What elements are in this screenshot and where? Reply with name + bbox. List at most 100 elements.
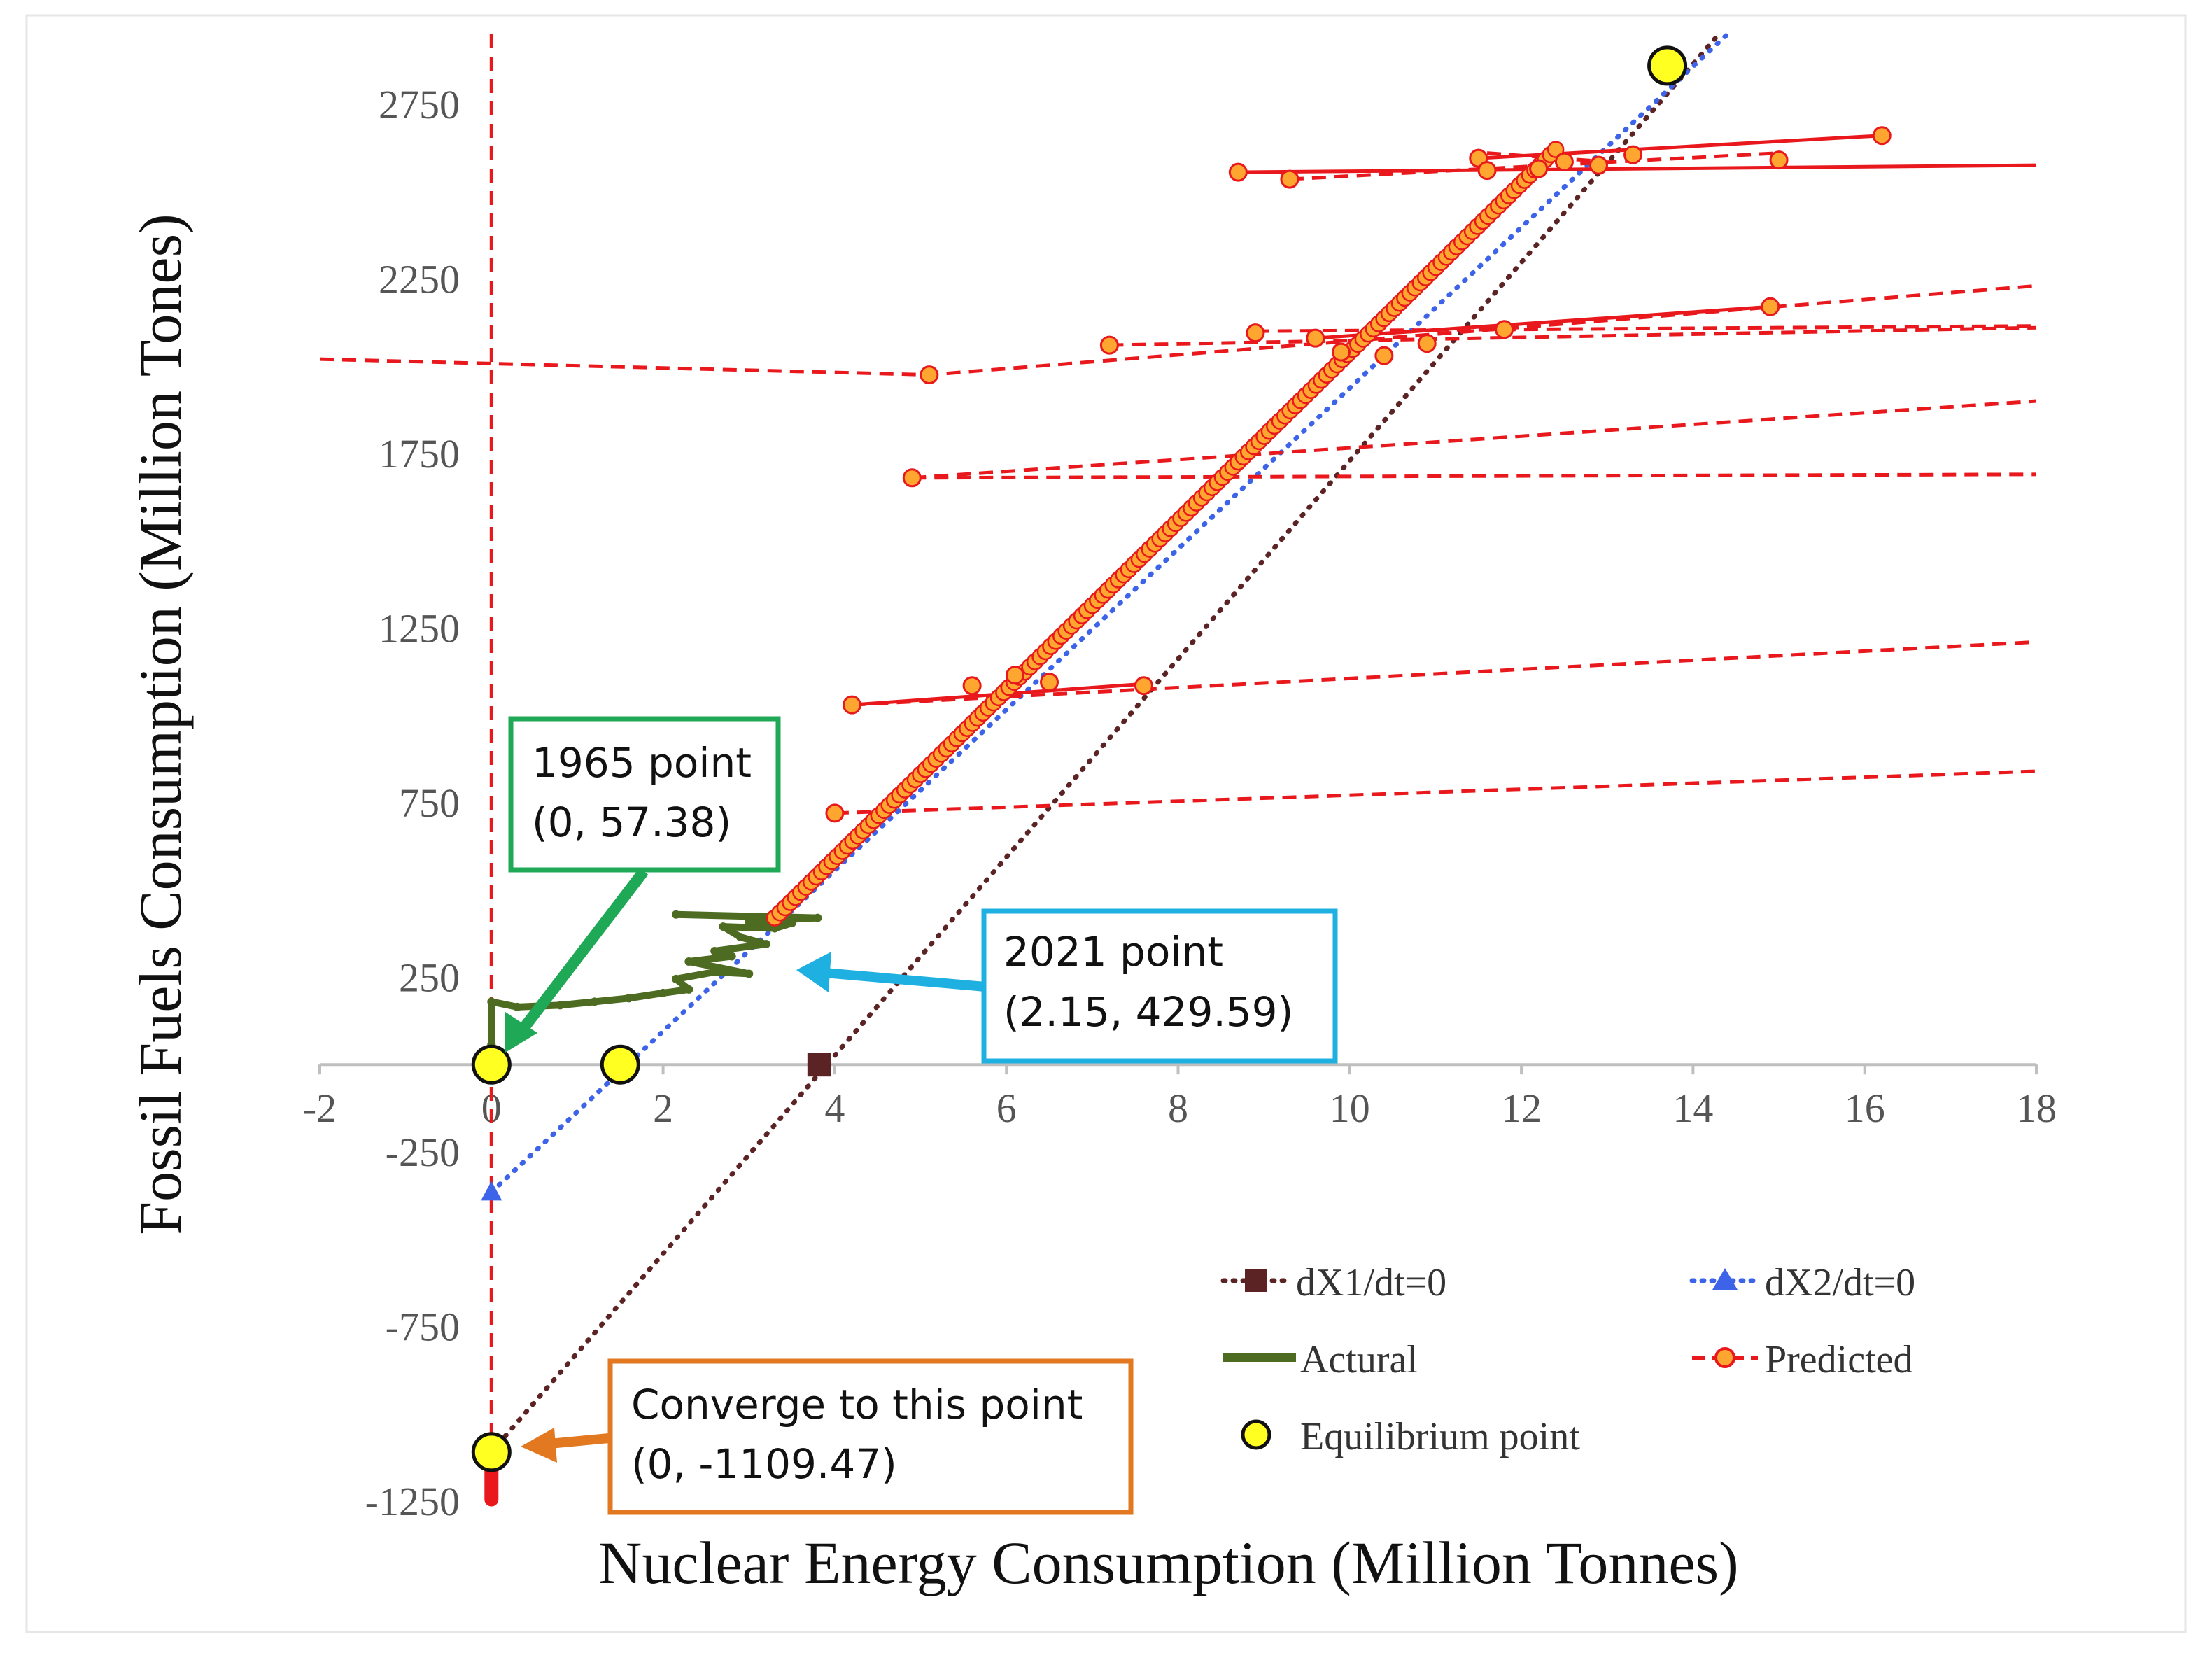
legend-label-dx2: dX2/dt=0 xyxy=(1765,1261,1915,1304)
predicted-point xyxy=(1477,161,1497,181)
legend-item-equilibrium: Equilibrium point xyxy=(1241,1415,1580,1458)
x-tick-label: 8 xyxy=(1168,1085,1188,1131)
actual-point xyxy=(770,924,780,933)
equilibrium-point xyxy=(471,1044,512,1085)
predicted-point xyxy=(962,676,982,696)
legend-label-predicted: Predicted xyxy=(1765,1338,1912,1381)
predicted-dashed-line xyxy=(912,399,2037,480)
legend-circle-marker xyxy=(1714,1347,1735,1368)
predicted-point xyxy=(1332,342,1351,362)
x-tick-label: 14 xyxy=(1672,1085,1713,1131)
predicted-point xyxy=(1246,323,1265,343)
predicted-point xyxy=(1623,145,1643,164)
legend-label-dx1: dX1/dt=0 xyxy=(1296,1261,1446,1304)
predicted-trend-point xyxy=(1547,141,1565,158)
legend: dX1/dt=0 dX2/dt=0 Actural Predicted Equi… xyxy=(1220,1261,1915,1458)
x-tick-label: 6 xyxy=(996,1085,1017,1131)
equilibrium-point xyxy=(1647,45,1688,86)
actual-point xyxy=(684,957,693,966)
predicted-point xyxy=(1554,152,1574,171)
y-tick-label: 1750 xyxy=(379,431,460,477)
predicted-point xyxy=(1228,162,1248,182)
predicted-dashed-line xyxy=(1109,325,2037,347)
dx2-triangle-marker xyxy=(481,1181,502,1201)
legend-item-predicted: Predicted xyxy=(1692,1338,1912,1381)
callout-2021: 2021 point (2.15, 429.59) xyxy=(796,908,1338,1064)
x-tick-label: 10 xyxy=(1330,1085,1370,1131)
y-tick-label: 2250 xyxy=(379,256,460,302)
y-tick-label: 250 xyxy=(399,955,460,1000)
dx1-square-marker xyxy=(807,1053,831,1077)
legend-item-actual: Actural xyxy=(1223,1338,1418,1381)
actual-point xyxy=(710,947,719,955)
callout-converge-value: (0, -1109.47) xyxy=(631,1440,897,1488)
equilibrium-point xyxy=(471,1432,512,1472)
predicted-point xyxy=(1417,334,1437,353)
legend-label-actual: Actural xyxy=(1300,1338,1418,1381)
dx2-nullcline xyxy=(488,31,1730,1195)
actual-point xyxy=(684,985,693,994)
actual-point xyxy=(624,994,633,1003)
y-axis-title: Fossil Fuels Consumption (Million Tones) xyxy=(127,213,194,1235)
actual-point xyxy=(787,919,796,928)
dx1-nullcline xyxy=(488,31,1721,1455)
predicted-point xyxy=(842,695,861,715)
equilibrium-point xyxy=(600,1044,640,1085)
actual-point xyxy=(556,1001,565,1010)
x-tick-label: 18 xyxy=(2016,1085,2057,1131)
callout-1965-value: (0, 57.38) xyxy=(532,799,731,846)
predicted-dashed-line xyxy=(1289,151,1780,181)
y-tick-label: -750 xyxy=(386,1304,460,1349)
legend-triangle-marker xyxy=(1712,1268,1738,1290)
callout-converge: Converge to this point (0, -1109.47) xyxy=(521,1358,1134,1515)
x-tick-label: 2 xyxy=(653,1085,673,1131)
callout-2021-title: 2021 point xyxy=(1003,928,1223,976)
actual-point xyxy=(813,913,822,922)
predicted-point xyxy=(825,803,845,823)
legend-item-dx2: dX2/dt=0 xyxy=(1689,1261,1915,1304)
legend-item-dx1: dX1/dt=0 xyxy=(1220,1261,1446,1304)
predicted-dashed-line xyxy=(912,472,2037,480)
y-tick-label: -250 xyxy=(386,1130,460,1175)
callout-2021-value: (2.15, 429.59) xyxy=(1003,988,1293,1036)
callout-1965-title: 1965 point xyxy=(532,739,752,787)
actual-point xyxy=(513,1002,522,1011)
x-tick-label: 12 xyxy=(1501,1085,1542,1131)
y-tick-label: -1250 xyxy=(365,1479,460,1524)
predicted-point xyxy=(1099,335,1119,355)
x-tick-label: -2 xyxy=(303,1085,337,1131)
callout-1965: 1965 point (0, 57.38) xyxy=(505,716,781,1053)
predicted-point xyxy=(1495,320,1514,339)
predicted-point xyxy=(920,365,939,385)
predicted-solid-line xyxy=(1238,163,2037,174)
x-axis-title: Nuclear Energy Consumption (Million Tonn… xyxy=(598,1529,1738,1596)
predicted-dashed-line xyxy=(1486,151,1607,164)
predicted-point xyxy=(1306,328,1325,348)
predicted-point xyxy=(1588,155,1608,175)
predicted-point xyxy=(1872,126,1892,146)
predicted-dashed-line xyxy=(1255,324,2037,333)
actual-point xyxy=(761,940,770,949)
y-tick-label: 750 xyxy=(399,780,460,826)
actual-point xyxy=(487,997,496,1006)
predicted-point xyxy=(1280,169,1299,189)
predicted-point xyxy=(1374,346,1394,365)
actual-point xyxy=(671,974,680,983)
actual-point xyxy=(745,917,754,926)
actual-point xyxy=(671,910,680,919)
legend-square-marker xyxy=(1245,1269,1267,1292)
predicted-point xyxy=(1134,676,1153,696)
predicted-point xyxy=(1529,159,1549,178)
predicted-point xyxy=(1769,150,1789,170)
legend-equilibrium-marker xyxy=(1241,1419,1271,1450)
actual-point xyxy=(658,988,668,997)
predicted-point xyxy=(1040,673,1059,692)
actual-point xyxy=(735,933,745,942)
y-tick-label: 2750 xyxy=(379,82,460,127)
predicted-dashed-line xyxy=(852,640,2037,707)
y-tick-label: 1250 xyxy=(379,605,460,651)
actual-point xyxy=(745,969,754,978)
predicted-point xyxy=(1761,297,1780,316)
predicted-solid-line xyxy=(1315,304,1770,340)
actual-point xyxy=(590,997,599,1006)
